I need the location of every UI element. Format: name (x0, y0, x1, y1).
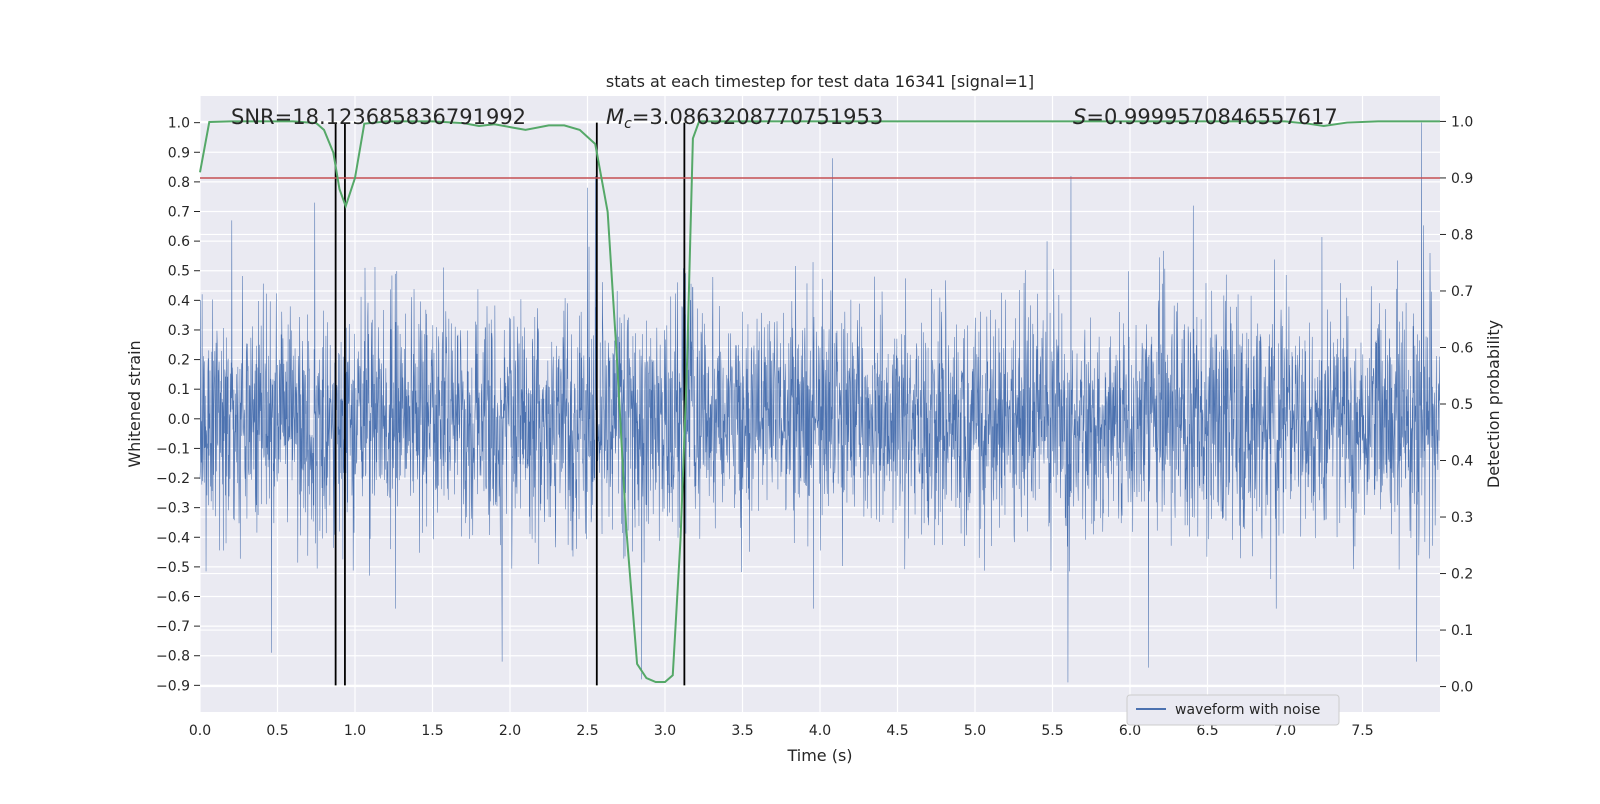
x-tick-label: 6.5 (1196, 723, 1218, 739)
score-symbol: S (1073, 105, 1086, 129)
legend-label: waveform with noise (1175, 702, 1320, 718)
y-tick-label: −0.1 (156, 441, 190, 457)
y-tick-label: −0.6 (156, 590, 190, 606)
chirp-mass-subscript: c (624, 116, 632, 132)
x-tick-label: 3.0 (654, 723, 676, 739)
waveform-series (199, 122, 1440, 683)
y2-tick-label: 0.9 (1451, 171, 1473, 187)
y-tick-label: 0.9 (168, 145, 190, 161)
x-axis-label: Time (s) (786, 746, 852, 765)
y2-tick-label: 0.0 (1451, 680, 1473, 696)
chirp-mass-value: =3.0863208770751953 (632, 105, 883, 129)
y-tick-label: 0.4 (168, 293, 190, 309)
y-tick-label: 0.8 (168, 175, 190, 191)
x-tick-label: 0.5 (266, 723, 288, 739)
x-tick-label: 6.0 (1119, 723, 1141, 739)
y-tick-label: −0.4 (156, 530, 190, 546)
y2-tick-label: 0.6 (1451, 340, 1473, 356)
chirp-mass-symbol: M (606, 105, 624, 129)
y-tick-label: −0.5 (156, 560, 190, 576)
x-tick-label: 1.0 (344, 723, 366, 739)
y2-tick-label: 0.5 (1451, 397, 1473, 413)
y-tick-label: −0.9 (156, 678, 190, 694)
detection-probability-line (199, 120, 1440, 684)
y-tick-label: 0.5 (168, 264, 190, 280)
y-tick-label: −0.2 (156, 471, 190, 487)
x-tick-label: 2.0 (499, 723, 521, 739)
y2-tick-label: 0.7 (1451, 284, 1473, 300)
y2-tick-label: 0.4 (1451, 454, 1473, 470)
y2-axis-ticks: 1.0 0.9 0.8 0.7 0.6 0.5 0.4 0.3 0.2 0.1 0.0 (1440, 114, 1473, 696)
y-tick-label: 0.1 (168, 382, 190, 398)
vertical-markers (334, 122, 686, 686)
legend: waveform with noise (1126, 694, 1340, 726)
x-tick-label: 4.0 (809, 723, 831, 739)
x-tick-label: 0.0 (189, 723, 211, 739)
x-tick-label: 4.5 (886, 723, 908, 739)
score-annotation: S=0.9999570846557617 (1073, 105, 1338, 129)
y-tick-label: 0.3 (168, 323, 190, 339)
y-axis-ticks: 1.0 0.9 0.8 0.7 0.6 0.5 0.4 0.3 0.2 0.1 0.0 −0.1 −0.… (156, 116, 200, 694)
y-tick-label: 1.0 (168, 116, 190, 132)
x-tick-label: 5.5 (1041, 723, 1063, 739)
y2-tick-label: 0.2 (1451, 567, 1473, 583)
y2-tick-label: 0.3 (1451, 510, 1473, 526)
snr-annotation: SNR=18.123685836791992 (231, 105, 526, 129)
legend-box (1126, 694, 1340, 726)
x-tick-label: 5.0 (964, 723, 986, 739)
y-tick-label: −0.8 (156, 649, 190, 665)
chirp-mass-annotation: Mc=3.0863208770751953 (606, 105, 883, 132)
y-tick-label: −0.3 (156, 501, 190, 517)
y-tick-label: −0.7 (156, 619, 190, 635)
x-tick-label: 7.5 (1351, 723, 1373, 739)
y2-tick-label: 1.0 (1451, 114, 1473, 130)
x-tick-label: 7.0 (1274, 723, 1296, 739)
waveform-line (199, 122, 1440, 683)
y2-axis-label: Detection probability (1484, 320, 1503, 488)
y-tick-label: 0.7 (168, 205, 190, 221)
x-axis-ticks: 0.0 0.5 1.0 1.5 2.0 2.5 3.0 3.5 4.0 4.5 5.0 5.5 6.0 6… (189, 723, 1374, 739)
score-value: =0.9999570846557617 (1086, 105, 1337, 129)
y2-tick-label: 0.8 (1451, 227, 1473, 243)
x-tick-label: 2.5 (576, 723, 598, 739)
y2-tick-label: 0.1 (1451, 623, 1473, 639)
chart-title: stats at each timestep for test data 163… (606, 72, 1034, 91)
y-tick-label: 0.6 (168, 234, 190, 250)
y-axis-label: Whitened strain (125, 340, 144, 467)
x-tick-label: 1.5 (421, 723, 443, 739)
y-tick-label: 0.0 (168, 412, 190, 428)
y-tick-label: 0.2 (168, 353, 190, 369)
x-tick-label: 3.5 (731, 723, 753, 739)
